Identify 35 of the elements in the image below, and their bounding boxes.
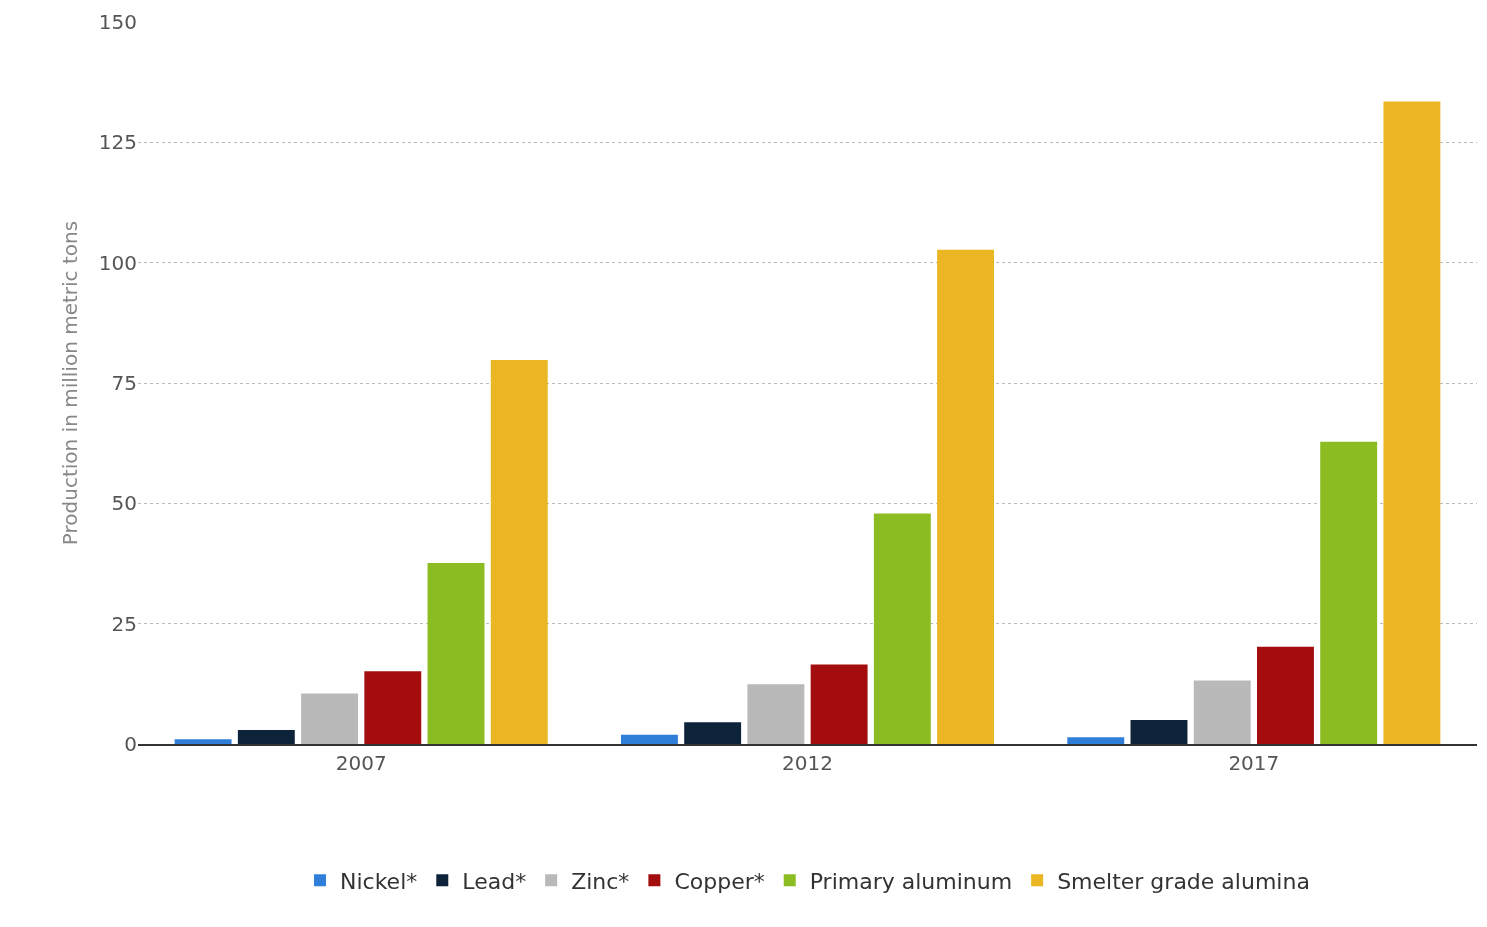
bar [937,249,995,744]
bar [301,693,359,744]
bar [620,734,678,744]
y-axis-title: Production in million metric tons [58,220,83,546]
bar [873,513,931,744]
bar [1193,680,1251,744]
bar [427,563,485,744]
bar [237,730,295,744]
bar [810,664,868,744]
bar [174,739,232,744]
y-tick-label: 0 [124,732,137,756]
bar [1256,646,1314,744]
bar [684,722,742,744]
x-tick-label: 2007 [335,751,387,775]
y-tick-label: 100 [98,250,137,275]
legend-label: Zinc* [571,868,630,894]
y-tick-label: 75 [111,371,137,395]
x-tick-label: 2012 [782,751,833,775]
legend-label: Lead* [462,868,527,894]
y-tick-label: 150 [98,10,137,34]
bar [490,359,548,744]
bar [1067,737,1125,744]
legend-label: Copper* [674,868,765,894]
legend-label: Nickel* [340,868,418,894]
bar [1130,719,1188,744]
bar [364,671,422,744]
y-tick-label: 25 [111,611,137,636]
bar [1383,101,1441,744]
y-tick-label: 50 [111,491,137,516]
y-tick-label: 125 [98,130,137,155]
legend-label: Smelter grade alumina [1057,868,1310,894]
x-tick-label: 2017 [1228,751,1280,775]
bar [1320,441,1378,744]
legend-label: Primary aluminum [809,868,1013,894]
bar [747,684,805,744]
